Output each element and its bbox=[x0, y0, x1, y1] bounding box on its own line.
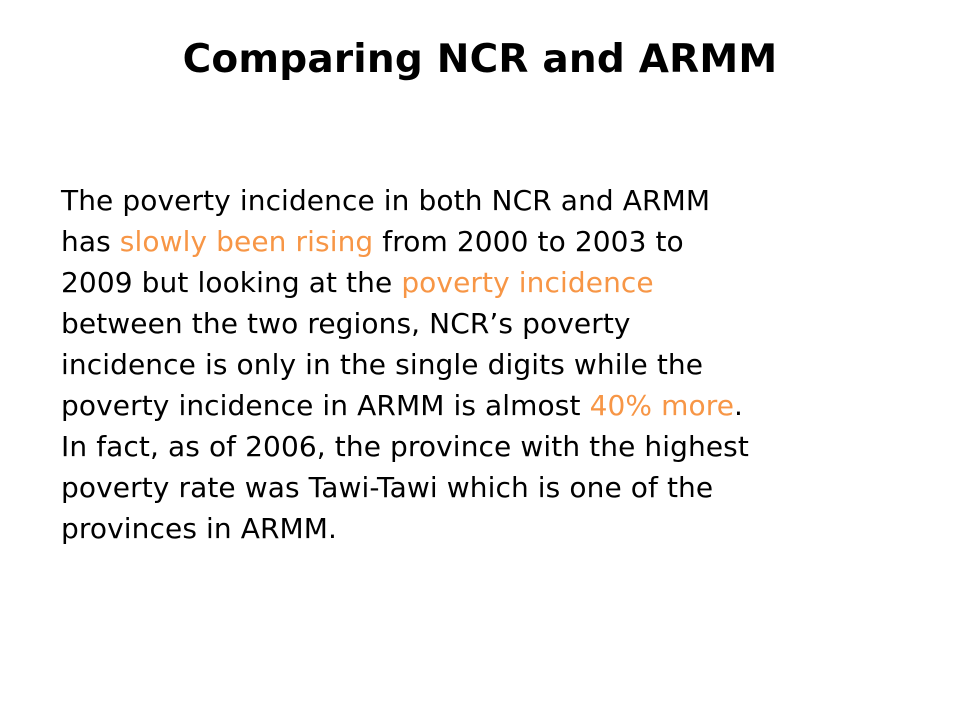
slide-title: Comparing NCR and ARMM bbox=[182, 37, 778, 82]
highlight-slowly-rising: slowly been rising bbox=[119, 225, 374, 258]
body-text-segment: . bbox=[734, 389, 744, 422]
body-text-segment: has bbox=[61, 225, 120, 258]
body-line-6: poverty incidence in ARMM is almost 40% … bbox=[61, 385, 941, 426]
body-line-2: has slowly been rising from 2000 to 2003… bbox=[61, 221, 941, 262]
body-line-8: poverty rate was Tawi-Tawi which is one … bbox=[61, 471, 714, 504]
body-text-segment: from 2000 to 2003 to bbox=[373, 225, 684, 258]
body-line-9: provinces in ARMM. bbox=[61, 512, 338, 545]
body-line-7: In fact, as of 2006, the province with t… bbox=[61, 430, 749, 463]
body-text-segment: poverty incidence in ARMM is almost bbox=[61, 389, 590, 422]
highlight-40-percent-more: 40% more bbox=[589, 389, 735, 422]
body-line-4: between the two regions, NCR’s poverty bbox=[61, 307, 631, 340]
body-line-5: incidence is only in the single digits w… bbox=[61, 348, 704, 381]
highlight-poverty-incidence: poverty incidence bbox=[401, 266, 654, 299]
slide-body: The poverty incidence in both NCR and AR… bbox=[61, 180, 941, 549]
body-text-segment: 2009 but looking at the bbox=[61, 266, 402, 299]
body-line-3: 2009 but looking at the poverty incidenc… bbox=[61, 262, 941, 303]
body-line-1: The poverty incidence in both NCR and AR… bbox=[61, 184, 711, 217]
